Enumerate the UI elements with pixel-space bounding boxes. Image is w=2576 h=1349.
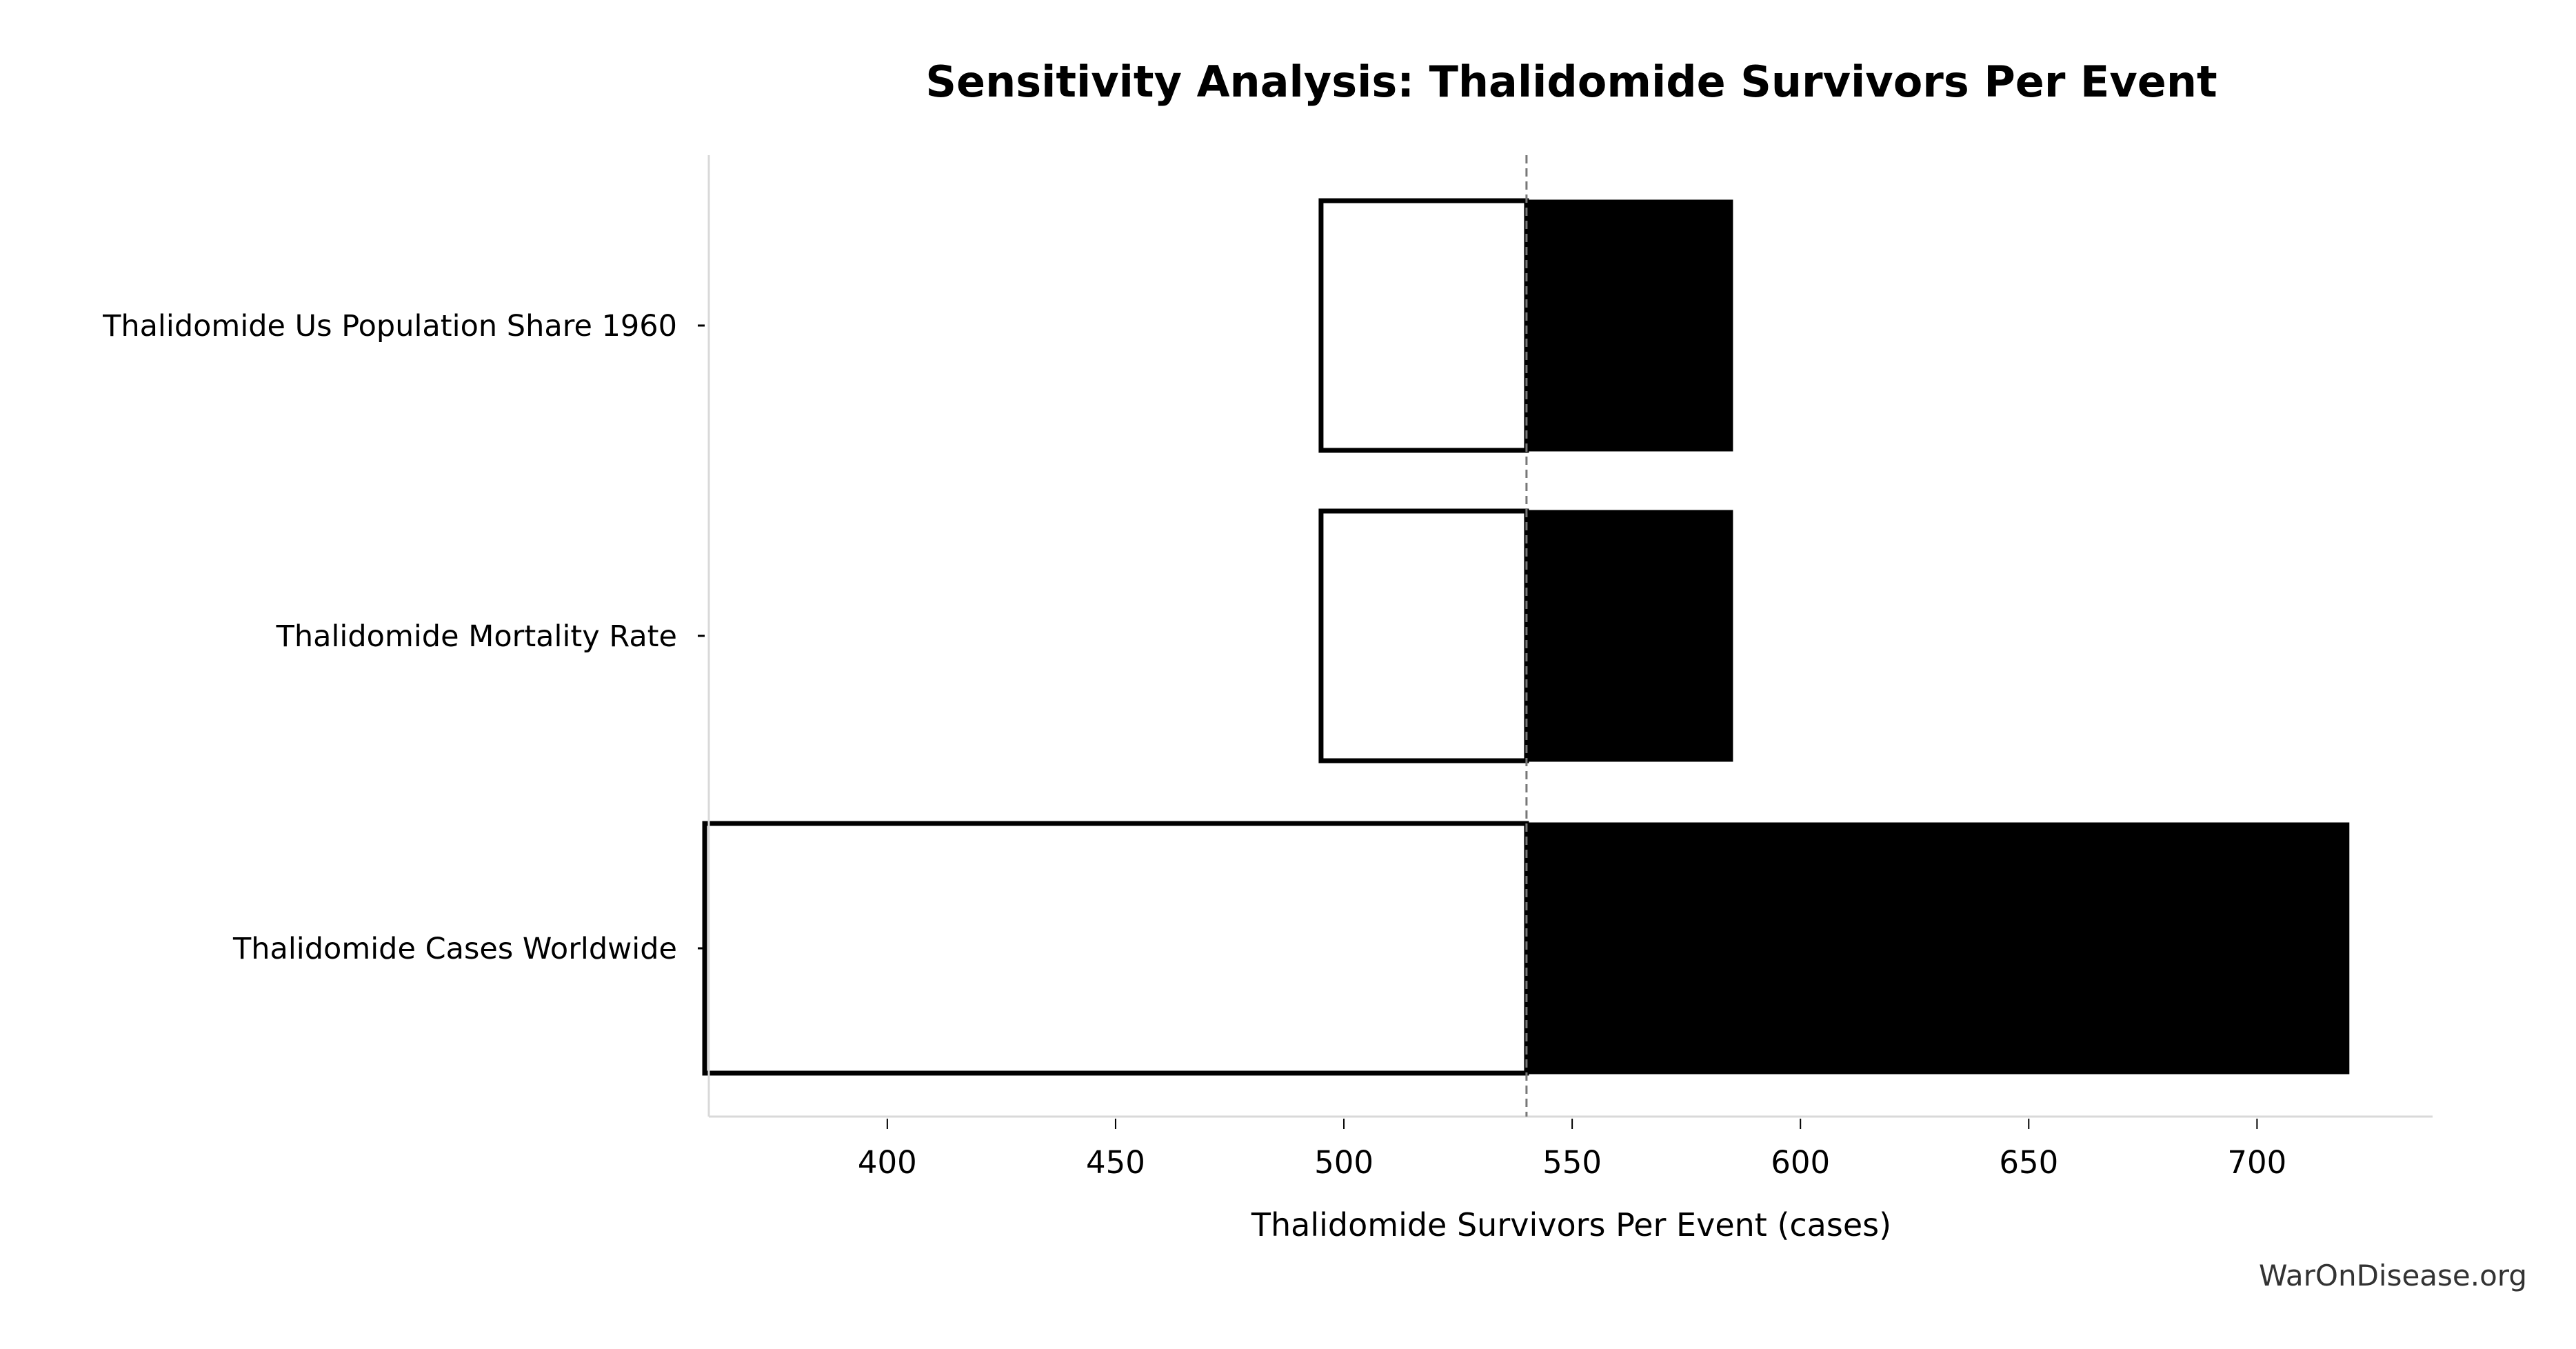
bar-low bbox=[702, 821, 1529, 1076]
x-tick-label: 450 bbox=[1086, 1144, 1145, 1181]
y-tick-label: Thalidomide Cases Worldwide bbox=[232, 932, 677, 966]
bar-low bbox=[1318, 198, 1529, 453]
watermark: WarOnDisease.org bbox=[2259, 1259, 2527, 1292]
x-tick-label: 500 bbox=[1314, 1144, 1373, 1181]
x-tick-label: 400 bbox=[858, 1144, 917, 1181]
bar-low bbox=[1318, 508, 1529, 763]
y-tick-label: Thalidomide Us Population Share 1960 bbox=[102, 309, 677, 343]
bar-high bbox=[1525, 199, 1733, 452]
x-axis-label: Thalidomide Survivors Per Event (cases) bbox=[1251, 1206, 1891, 1243]
y-labels: Thalidomide Us Population Share 1960 Thal… bbox=[102, 309, 705, 966]
x-tick-label: 650 bbox=[1999, 1144, 2058, 1181]
x-tick-label: 700 bbox=[2227, 1144, 2286, 1181]
x-tick-label: 600 bbox=[1771, 1144, 1830, 1181]
bar-high bbox=[1525, 510, 1733, 762]
y-tick-label: Thalidomide Mortality Rate bbox=[276, 619, 677, 654]
bar-high bbox=[1525, 822, 2350, 1075]
bars-group bbox=[702, 198, 2350, 1076]
x-ticks: 400 450 500 550 600 650 700 bbox=[858, 1119, 2286, 1181]
x-tick-label: 550 bbox=[1542, 1144, 1602, 1181]
chart-title: Sensitivity Analysis: Thalidomide Surviv… bbox=[925, 57, 2217, 107]
